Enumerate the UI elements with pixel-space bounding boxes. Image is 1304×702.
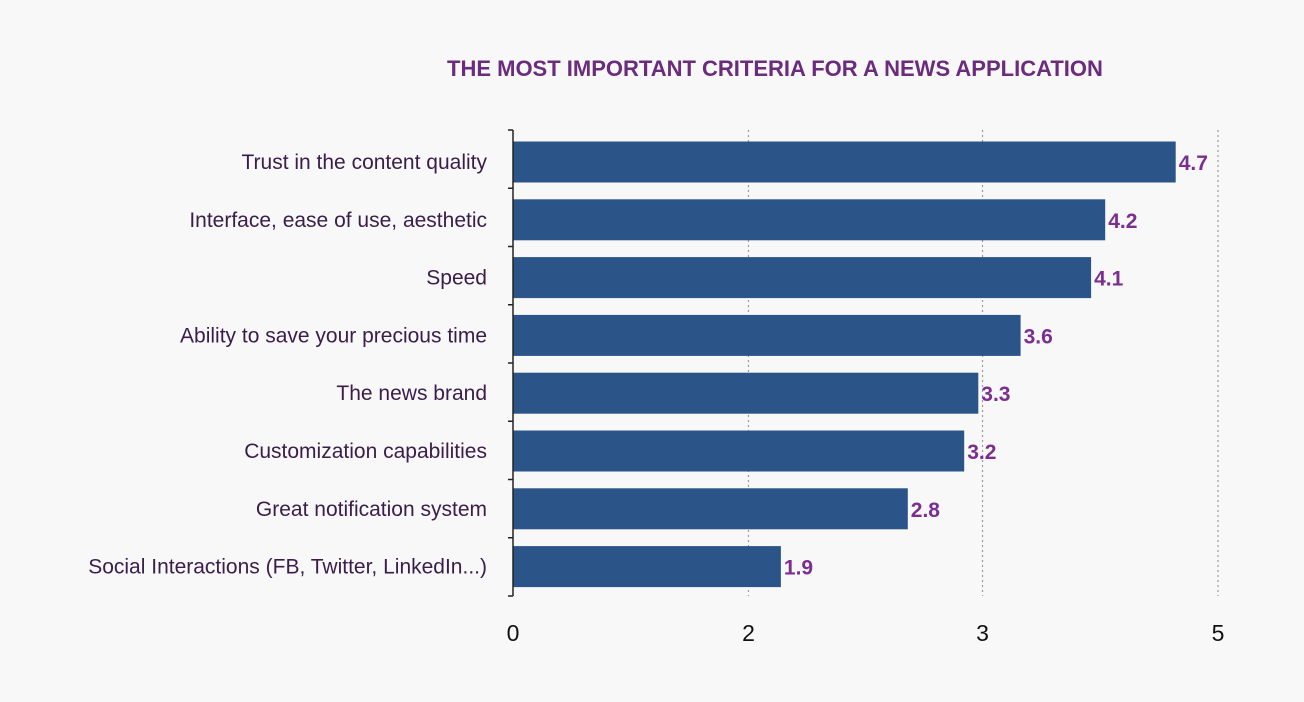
bar-0	[513, 141, 1176, 183]
chart-title: THE MOST IMPORTANT CRITERIA FOR A NEWS A…	[447, 56, 1103, 81]
bar-5	[513, 430, 965, 472]
bar-4	[513, 372, 979, 414]
bars	[513, 141, 1176, 588]
value-label-5: 3.2	[967, 441, 996, 464]
labels: Trust in the content quality 4.7 Interface…	[88, 151, 1224, 646]
value-label-7: 1.9	[784, 557, 813, 580]
category-label-6: Great notification system	[256, 498, 487, 521]
bar-2	[513, 257, 1092, 299]
value-label-2: 4.1	[1094, 268, 1124, 291]
value-label-6: 2.8	[911, 499, 941, 522]
category-label-0: Trust in the content quality	[241, 151, 487, 174]
value-label-3: 3.6	[1024, 325, 1053, 348]
value-label-1: 4.2	[1108, 210, 1137, 233]
value-label-0: 4.7	[1179, 152, 1208, 175]
value-label-4: 3.3	[981, 383, 1010, 406]
x-tick-label-3: 5	[1212, 620, 1225, 646]
bar-6	[513, 488, 908, 530]
bar-3	[513, 314, 1021, 356]
x-tick-label-2: 3	[976, 620, 989, 646]
category-label-4: The news brand	[336, 382, 487, 405]
axes	[508, 129, 514, 597]
category-label-2: Speed	[426, 267, 487, 290]
category-label-7: Social Interactions (FB, Twitter, Linked…	[88, 556, 487, 579]
category-label-5: Customization capabilities	[244, 440, 487, 463]
category-label-3: Ability to save your precious time	[180, 324, 487, 347]
bar-1	[513, 199, 1106, 241]
x-tick-label-1: 2	[742, 620, 755, 646]
category-label-1: Interface, ease of use, aesthetic	[189, 209, 487, 232]
bar-7	[513, 546, 781, 588]
x-tick-label-0: 0	[507, 620, 520, 646]
